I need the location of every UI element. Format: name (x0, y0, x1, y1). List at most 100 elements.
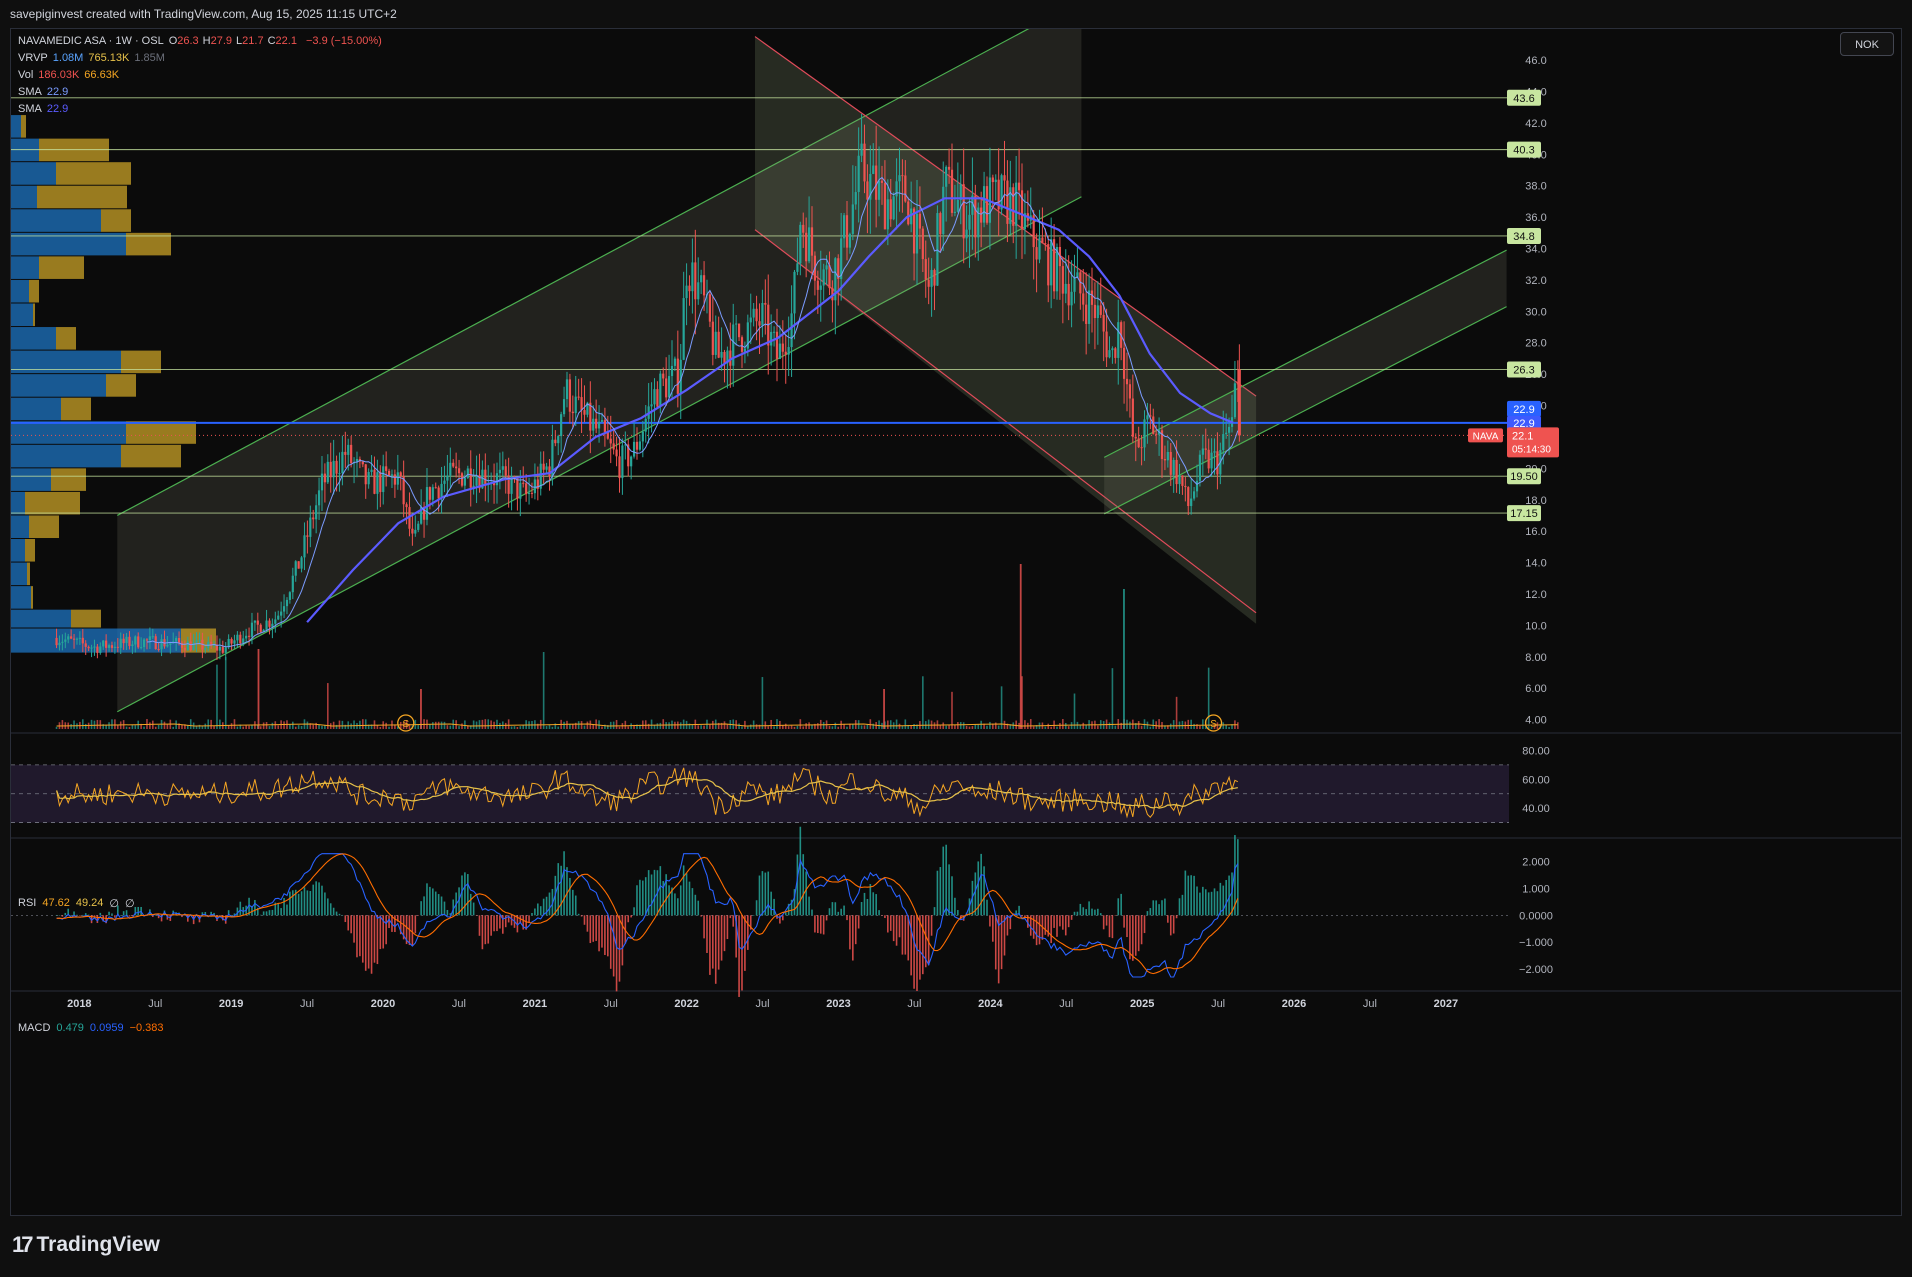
sma1-row[interactable]: SMA 22.9 (18, 84, 382, 101)
currency-button[interactable]: NOK (1840, 32, 1894, 56)
macd-hist-bar (119, 915, 122, 916)
macd-hist-bar (528, 915, 530, 923)
macd-hist-bar (1044, 915, 1047, 935)
macd-hist-bar (67, 908, 70, 916)
volume-bar (986, 725, 988, 729)
macd-hist-bar (1032, 915, 1035, 939)
macd-tick-label: −1.000 (1519, 937, 1553, 949)
macd-tick-label: 2.000 (1522, 857, 1550, 869)
candle-body (562, 399, 566, 415)
rsi-legend[interactable]: RSI 47.62 49.24 ∅ ∅ (18, 897, 135, 910)
volume-bar (134, 725, 137, 729)
candle-body (247, 635, 251, 637)
volume-bar (108, 722, 110, 729)
volume-bar (644, 720, 647, 729)
level-tag-5 (1507, 505, 1541, 522)
macd-hist-bar (1161, 900, 1163, 916)
candle-body (743, 348, 747, 352)
symbol-row[interactable]: NAVAMEDIC ASA · 1W · OSL O26.3 H27.9 L21.7… (18, 33, 382, 50)
candle-body (61, 641, 64, 643)
tradingview-logo[interactable]: 17 TradingView (12, 1232, 160, 1258)
volume-bar (125, 726, 128, 729)
volume-bar (869, 719, 872, 729)
sma2-row[interactable]: SMA 22.9 (18, 101, 382, 118)
candle-body (691, 262, 694, 292)
macd-hist-bar (630, 915, 632, 918)
candle-body (1233, 383, 1237, 418)
candle-body (376, 472, 379, 494)
volume-bar (1044, 726, 1047, 729)
candle-body (306, 535, 309, 537)
macd-hist-bar (1000, 915, 1003, 970)
macd-hist-bar (61, 915, 64, 917)
macd-hist-bar (1234, 835, 1236, 916)
symbol-tag-label: NAVA (1473, 431, 1499, 442)
candle-body (630, 456, 633, 467)
volume-bar (1062, 719, 1064, 729)
candle-body (606, 431, 609, 439)
candle-body (329, 461, 332, 478)
macd-hist-bar (604, 915, 606, 956)
volume-bar (1120, 722, 1122, 729)
macd-hist-bar (1117, 898, 1120, 916)
volume-bar (175, 720, 177, 729)
candle-body (157, 649, 160, 651)
macd-hist-bar (572, 889, 574, 916)
macd-hist-bar (884, 915, 886, 919)
macd-value: 0.0959 (89, 1022, 124, 1034)
candle-body (554, 439, 557, 444)
candle-body (1137, 438, 1140, 448)
volume-row[interactable]: Vol 186.03K 66.63K (18, 67, 382, 84)
candle-body (720, 351, 723, 358)
candle-body (268, 620, 271, 627)
volume-bar (96, 719, 99, 729)
vrvp-bar-up (11, 115, 21, 138)
candle-body (735, 323, 738, 325)
candle-body (641, 431, 644, 442)
volume-bar (140, 723, 142, 729)
vrvp-row[interactable]: VRVP 1.08M 765.13K 1.85M (18, 50, 382, 67)
candle-body (90, 647, 93, 649)
volume-bar (510, 726, 513, 729)
vrvp-bar-down (31, 586, 33, 609)
candle-body (953, 211, 957, 213)
chart-frame[interactable]: SS46.044.042.040.038.036.034.032.030.028… (10, 28, 1902, 1216)
volume-bar (187, 725, 189, 729)
candle-body (428, 487, 431, 500)
macd-hist-bar (1062, 915, 1064, 930)
candle-body (848, 233, 852, 248)
volume-bar (198, 724, 201, 729)
chart-canvas[interactable]: SS46.044.042.040.038.036.034.032.030.028… (11, 29, 1901, 1215)
macd-hist-bar (1105, 915, 1108, 926)
volume-bar (1059, 722, 1061, 729)
volume-bar (636, 724, 638, 729)
volume-bar (764, 721, 767, 729)
macd-legend[interactable]: MACD 0.479 0.0959 −0.383 (18, 1022, 164, 1034)
volume-bar (262, 722, 265, 729)
candle-body (344, 451, 347, 455)
sma-slow-line (306, 197, 1234, 623)
macd-hist-bar (1222, 885, 1225, 916)
macd-hist-bar (1129, 915, 1131, 960)
volume-bar (1207, 667, 1210, 729)
rsi-value: 47.62 (42, 897, 70, 909)
candle-body (519, 482, 522, 499)
macd-hist-bar (723, 915, 726, 952)
volume-bar (574, 722, 577, 729)
volume-bar (429, 724, 431, 729)
candle-body (303, 535, 306, 558)
candle-body (192, 642, 195, 651)
volume-bar (1000, 686, 1003, 729)
volume-bar (469, 725, 472, 729)
volume-bar (1097, 725, 1099, 729)
macd-hist-bar (1219, 882, 1222, 916)
macd-hist-bar (487, 915, 490, 944)
macd-hist-bar (569, 877, 571, 916)
macd-hist-bar (277, 904, 280, 916)
volume-bar (347, 721, 350, 729)
candle-body (64, 639, 67, 642)
volume-bar (945, 725, 947, 729)
macd-hist-bar (892, 915, 895, 942)
candle-body (1073, 278, 1076, 292)
volume-bar (653, 725, 656, 729)
